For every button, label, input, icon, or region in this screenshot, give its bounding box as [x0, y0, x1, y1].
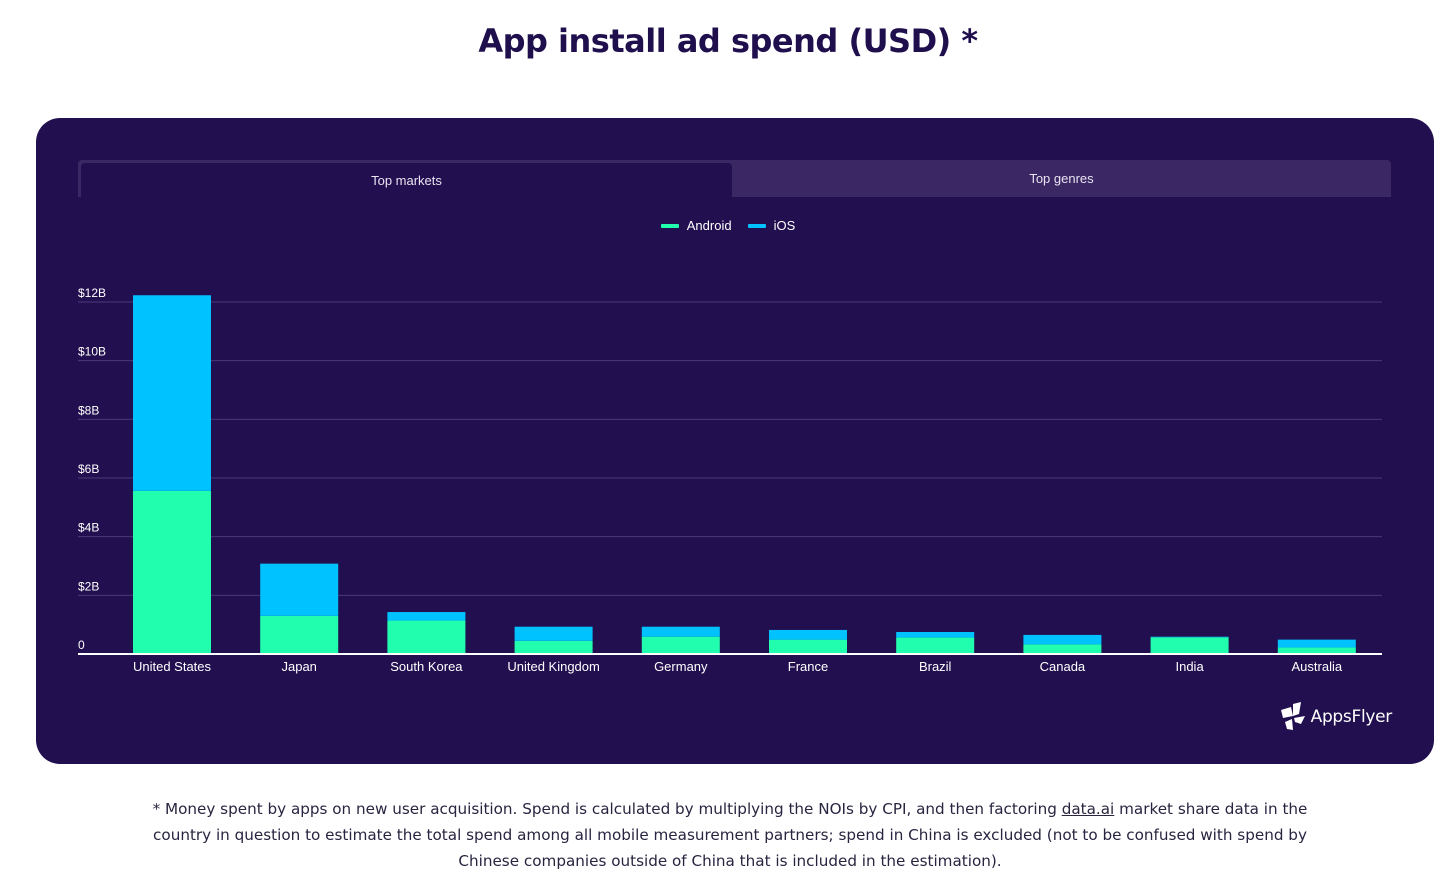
data-ai-link[interactable]: data.ai — [1061, 800, 1115, 818]
bar-android[interactable] — [133, 490, 211, 654]
bar-android[interactable] — [260, 615, 339, 654]
bar-android[interactable] — [1023, 644, 1102, 654]
logo-text: AppsFlyer — [1310, 707, 1393, 727]
x-tick-label: Japan — [281, 659, 316, 674]
y-tick-label: $6B — [78, 462, 99, 476]
bar-ios[interactable] — [896, 632, 975, 638]
bar-ios[interactable] — [641, 626, 720, 637]
bar-ios[interactable] — [769, 629, 847, 640]
bar-android[interactable] — [769, 639, 847, 654]
footnote-text-2: market share data in the country in ques… — [153, 800, 1308, 870]
y-tick-label: $4B — [78, 521, 99, 535]
footnote: * Money spent by apps on new user acquis… — [150, 796, 1310, 874]
bar-android[interactable] — [387, 620, 466, 654]
y-tick-label: $2B — [78, 579, 99, 593]
x-tick-label: United States — [133, 659, 212, 674]
chart-card: Top markets Top genres Android iOS 0 $2B $… — [36, 118, 1434, 764]
legend-label-android: Android — [686, 218, 732, 233]
tab-bar: Top markets Top genres — [78, 160, 1391, 197]
appsflyer-logo: AppsFlyer — [1279, 702, 1392, 732]
x-tick-label: Brazil — [919, 659, 952, 674]
legend-item-ios[interactable]: iOS — [747, 218, 796, 233]
x-tick-label: Germany — [654, 659, 708, 674]
tab-top-genres[interactable]: Top genres — [1029, 171, 1094, 186]
page-title: App install ad spend (USD) * — [478, 22, 978, 60]
x-tick-label: South Korea — [390, 659, 463, 674]
x-tick-label: France — [788, 659, 828, 674]
bar-android[interactable] — [1150, 637, 1229, 654]
legend-swatch-android — [660, 223, 679, 228]
footnote-text-1: * Money spent by apps on new user acquis… — [152, 800, 1062, 818]
bar-ios[interactable] — [133, 295, 211, 491]
chart-legend: Android iOS — [29, 218, 1427, 233]
y-tick-label: $8B — [78, 403, 99, 417]
bar-android[interactable] — [641, 636, 720, 654]
x-tick-label: Australia — [1292, 659, 1343, 674]
bar-ios[interactable] — [1150, 636, 1229, 638]
legend-item-android[interactable]: Android — [660, 218, 732, 233]
y-tick-label: 0 — [78, 638, 85, 652]
y-tick-label: $12B — [78, 286, 106, 300]
legend-label-ios: iOS — [773, 218, 796, 233]
bar-android[interactable] — [896, 637, 975, 654]
x-tick-label: Canada — [1040, 659, 1086, 674]
bar-ios[interactable] — [514, 626, 593, 641]
bar-android[interactable] — [514, 640, 593, 654]
x-tick-label: United Kingdom — [507, 659, 600, 674]
bar-android[interactable] — [1277, 647, 1356, 654]
x-tick-label: India — [1175, 659, 1204, 674]
bar-chart: 0 $2B $4B $6B $8B $10B $12B United States Japan S… — [78, 286, 1382, 674]
y-tick-label: $10B — [78, 345, 106, 359]
bar-ios[interactable] — [260, 563, 339, 616]
bar-ios[interactable] — [1023, 634, 1102, 645]
bar-ios[interactable] — [387, 612, 466, 621]
tab-top-markets[interactable]: Top markets — [81, 163, 732, 197]
bar-ios[interactable] — [1277, 639, 1356, 648]
appsflyer-logo-icon — [1280, 702, 1305, 730]
legend-swatch-ios — [747, 223, 766, 228]
